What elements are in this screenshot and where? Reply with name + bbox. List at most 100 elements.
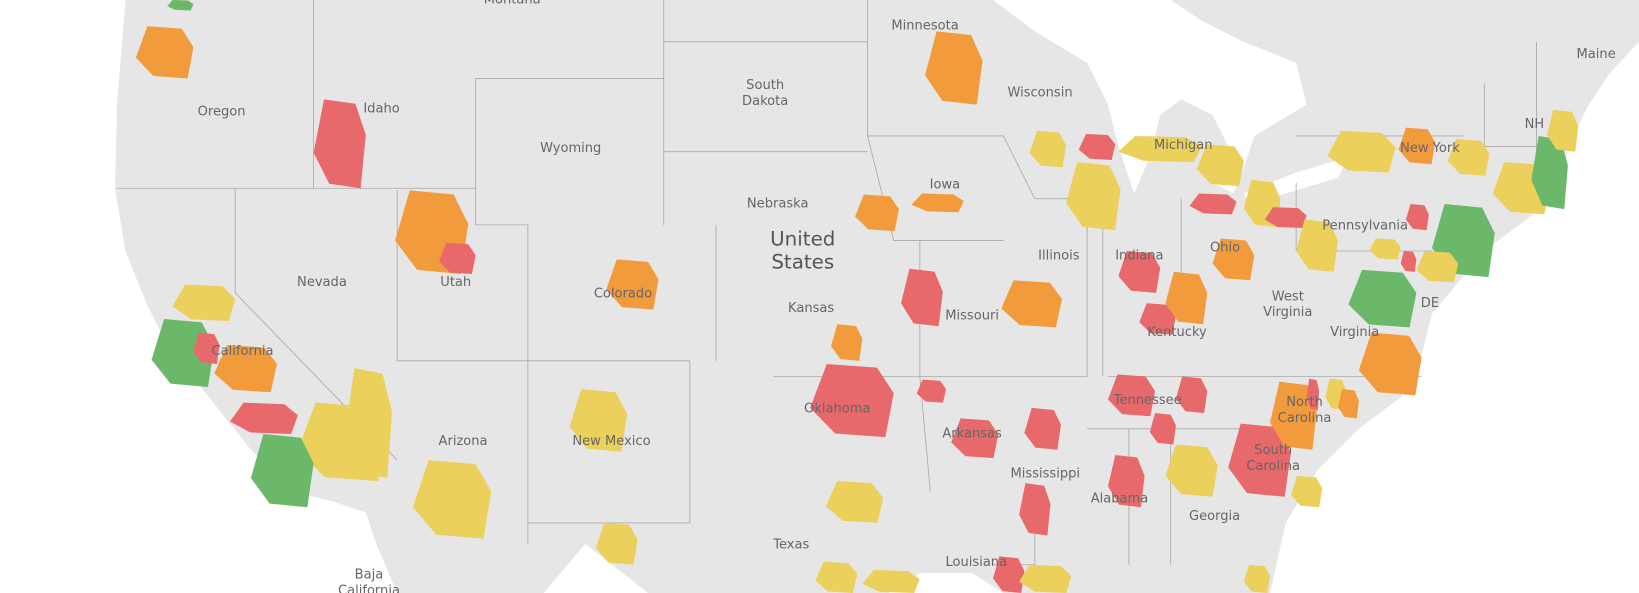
metro-region bbox=[815, 561, 858, 593]
metro-region bbox=[1212, 238, 1255, 281]
state-label: Nebraska bbox=[747, 196, 809, 211]
metro-region bbox=[1348, 269, 1417, 328]
metro-region bbox=[412, 460, 492, 539]
state-label: Missouri bbox=[945, 308, 999, 323]
metro-region bbox=[135, 26, 194, 79]
state-label: Pennsylvania bbox=[1322, 218, 1408, 233]
metro-region bbox=[855, 194, 899, 232]
state-label: Minnesota bbox=[891, 19, 958, 34]
state-label: Iowa bbox=[930, 178, 960, 193]
metro-region bbox=[606, 259, 659, 310]
metro-region bbox=[1369, 238, 1401, 260]
state-label: Nevada bbox=[297, 275, 347, 290]
metro-region bbox=[862, 569, 920, 593]
metro-region bbox=[439, 242, 476, 275]
state-label: Kentucky bbox=[1147, 325, 1207, 340]
label-line: Carolina bbox=[1246, 458, 1300, 473]
metro-region bbox=[1107, 454, 1145, 508]
metro-region bbox=[1196, 144, 1244, 187]
metro-region bbox=[1306, 378, 1320, 410]
state-label: Kansas bbox=[788, 301, 834, 316]
state-label: NH bbox=[1525, 117, 1545, 132]
metro-region bbox=[825, 481, 884, 523]
state-label: Montana bbox=[484, 0, 541, 8]
metro-region bbox=[1270, 381, 1318, 450]
state-label: Texas bbox=[772, 537, 809, 552]
metro-region bbox=[1416, 251, 1459, 283]
state-label: Oklahoma bbox=[804, 401, 870, 416]
label-line: Baja bbox=[355, 567, 384, 582]
label-line: States bbox=[771, 250, 834, 273]
metro-region bbox=[1400, 251, 1417, 272]
metro-region bbox=[1165, 444, 1218, 497]
state-label: United States bbox=[770, 227, 835, 273]
label-line: California bbox=[338, 583, 400, 593]
label-line: West bbox=[1272, 289, 1304, 304]
state-label: Wyoming bbox=[540, 141, 601, 156]
state-label: Wisconsin bbox=[1007, 86, 1072, 101]
metro-region bbox=[1165, 271, 1208, 325]
metro-region bbox=[1001, 280, 1063, 328]
state-label: Michigan bbox=[1154, 138, 1212, 153]
state-label: Illinois bbox=[1038, 249, 1080, 264]
state-label: California bbox=[212, 344, 274, 359]
state-label: Idaho bbox=[363, 101, 399, 116]
state-label: Utah bbox=[440, 275, 471, 290]
metro-region bbox=[1118, 135, 1203, 163]
metro-region bbox=[1149, 413, 1176, 445]
label-line: North bbox=[1286, 395, 1322, 410]
metro-region bbox=[1398, 127, 1436, 165]
metro-region bbox=[1264, 207, 1307, 228]
metro-region bbox=[911, 193, 964, 213]
metro-region bbox=[1139, 303, 1176, 335]
state-label: DE bbox=[1421, 296, 1439, 311]
metro-region bbox=[229, 402, 298, 435]
metro-region bbox=[1337, 389, 1359, 419]
metro-regions bbox=[135, 0, 1579, 593]
metro-region bbox=[1327, 130, 1396, 173]
metro-region bbox=[167, 0, 194, 11]
state-label: South Carolina bbox=[1246, 443, 1300, 474]
state-label: Colorado bbox=[594, 286, 652, 301]
metro-region bbox=[1078, 133, 1116, 161]
label-line: Carolina bbox=[1278, 410, 1332, 425]
state-label: Georgia bbox=[1189, 509, 1240, 524]
state-label: Louisiana bbox=[945, 555, 1007, 570]
state-label: Baja California bbox=[338, 567, 400, 593]
metro-region bbox=[1547, 109, 1579, 152]
metro-region bbox=[1024, 407, 1061, 450]
metro-region bbox=[250, 434, 314, 508]
metro-region bbox=[1358, 332, 1422, 396]
state-borders bbox=[117, 0, 1537, 566]
state-label: New York bbox=[1400, 141, 1460, 156]
metro-region bbox=[1189, 193, 1237, 215]
metro-region bbox=[830, 324, 863, 361]
metro-region bbox=[1019, 564, 1072, 593]
metro-region bbox=[916, 379, 946, 403]
metro-region bbox=[1447, 139, 1490, 176]
state-label: Tennessee bbox=[1113, 393, 1182, 408]
metro-region bbox=[1029, 130, 1067, 168]
metro-region bbox=[1066, 162, 1121, 231]
state-label: Maine bbox=[1577, 47, 1616, 62]
state-label: South Dakota bbox=[742, 78, 788, 109]
state-label: West Virginia bbox=[1263, 289, 1312, 320]
state-label: Arizona bbox=[439, 434, 488, 449]
metro-region bbox=[810, 363, 894, 438]
metro-region bbox=[313, 99, 366, 189]
metro-region bbox=[993, 556, 1025, 593]
state-label: Arkansas bbox=[942, 427, 1002, 442]
metro-region bbox=[297, 402, 387, 482]
metro-region bbox=[925, 31, 983, 105]
metro-region bbox=[595, 522, 638, 565]
metro-region bbox=[1290, 475, 1323, 508]
metro-region bbox=[1019, 483, 1051, 536]
state-label: New Mexico bbox=[572, 434, 650, 449]
state-label: Alabama bbox=[1091, 491, 1149, 506]
metro-region bbox=[1175, 376, 1208, 414]
metro-region bbox=[1531, 135, 1568, 210]
metro-region bbox=[1405, 203, 1429, 231]
metro-region bbox=[1118, 251, 1161, 293]
